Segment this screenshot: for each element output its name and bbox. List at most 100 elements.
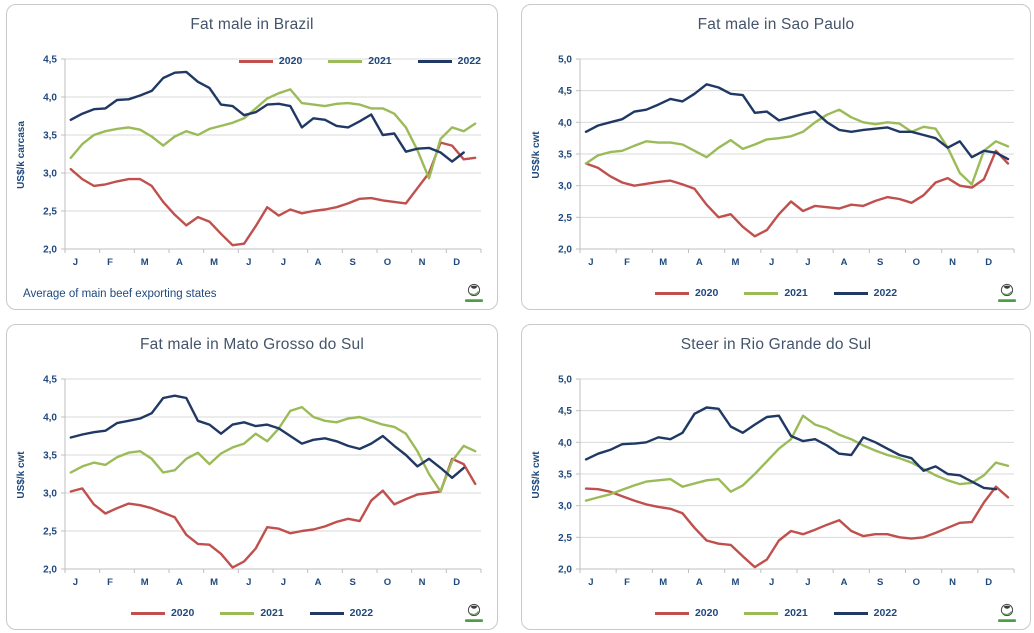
svg-text:F: F xyxy=(624,257,630,268)
legend-label: 2020 xyxy=(694,607,719,619)
chart-panel-rio-grande-do-sul: Steer in Rio Grande do Sul US$/k cwt 5,0… xyxy=(521,324,1031,630)
svg-text:A: A xyxy=(176,257,183,268)
legend-item-2021: 2021 xyxy=(744,287,808,299)
legend: 2020 2021 2022 xyxy=(522,287,1030,299)
chart-title: Fat male in Brazil xyxy=(190,16,314,33)
legend-swatch-2021 xyxy=(744,291,779,295)
svg-text:N: N xyxy=(419,257,426,268)
svg-text:J: J xyxy=(246,577,251,588)
chart-title: Fat male in Sao Paulo xyxy=(697,16,855,33)
chart-panel-mato-grosso-do-sul: Fat male in Mato Grosso do Sul US$/k cwt… xyxy=(6,324,498,630)
svg-text:J: J xyxy=(805,577,810,588)
legend-swatch-2022 xyxy=(833,291,868,295)
svg-text:O: O xyxy=(913,577,920,588)
svg-text:J: J xyxy=(805,257,810,268)
svg-text:N: N xyxy=(949,577,956,588)
svg-text:M: M xyxy=(659,577,667,588)
svg-text:F: F xyxy=(107,257,113,268)
plot-area: 5,0 4,5 4,0 3,5 3,0 2,5 2,0 J F M A M J J A S O N D xyxy=(558,375,1015,588)
svg-text:M: M xyxy=(210,257,218,268)
svg-text:3,5: 3,5 xyxy=(43,451,57,462)
legend-item-2022: 2022 xyxy=(833,607,897,619)
legend-item-2022: 2022 xyxy=(309,607,374,619)
legend-item-2020: 2020 xyxy=(130,607,194,619)
plot-area: 5,0 4,5 4,0 3,5 3,0 2,5 2,0 J F M A M J J A S O N D xyxy=(558,55,1015,268)
svg-text:A: A xyxy=(696,577,703,588)
plot-area: 4,5 4,0 3,5 3,0 2,5 2,0 J F M A M J J A S O N D xyxy=(43,55,482,268)
svg-text:3,0: 3,0 xyxy=(43,489,57,500)
legend-item-2022: 2022 xyxy=(833,287,897,299)
svg-text:A: A xyxy=(315,577,322,588)
svg-text:S: S xyxy=(877,257,883,268)
legend-item-2021: 2021 xyxy=(328,55,392,67)
legend-item-2020: 2020 xyxy=(654,287,718,299)
legend-label: 2021 xyxy=(260,607,284,619)
legend-swatch-2020 xyxy=(654,291,689,295)
svg-text:2,5: 2,5 xyxy=(558,213,572,224)
legend-item-2021: 2021 xyxy=(220,607,284,619)
svg-text:3,5: 3,5 xyxy=(558,150,572,161)
svg-text:A: A xyxy=(315,257,322,268)
svg-text:D: D xyxy=(453,257,460,268)
svg-text:D: D xyxy=(985,577,992,588)
svg-text:A: A xyxy=(176,577,183,588)
svg-text:M: M xyxy=(210,577,218,588)
legend-item-2022: 2022 xyxy=(417,55,481,67)
svg-text:2,0: 2,0 xyxy=(43,565,57,576)
svg-text:D: D xyxy=(453,577,460,588)
legend-swatch-2021 xyxy=(744,611,779,615)
legend-swatch-2022 xyxy=(417,59,452,63)
svg-text:O: O xyxy=(384,257,391,268)
svg-text:4,0: 4,0 xyxy=(43,413,57,424)
svg-text:J: J xyxy=(73,257,78,268)
globe-logo-icon xyxy=(998,283,1016,302)
svg-text:2,0: 2,0 xyxy=(558,565,572,576)
legend: 2020 2021 2022 xyxy=(238,55,481,67)
legend-label: 2022 xyxy=(457,55,481,67)
legend: 2020 2021 2022 xyxy=(522,607,1030,619)
legend-swatch-2021 xyxy=(220,611,255,615)
svg-text:3,0: 3,0 xyxy=(43,169,57,180)
svg-text:N: N xyxy=(949,257,956,268)
svg-text:M: M xyxy=(732,257,740,268)
legend-item-2020: 2020 xyxy=(654,607,719,619)
chart-footnote: Average of main beef exporting states xyxy=(23,288,217,300)
svg-text:J: J xyxy=(73,577,78,588)
svg-text:3,0: 3,0 xyxy=(558,501,572,512)
svg-text:4,5: 4,5 xyxy=(43,55,57,66)
legend: 2020 2021 2022 xyxy=(7,607,497,619)
chart-title: Steer in Rio Grande do Sul xyxy=(680,336,872,353)
svg-text:2,0: 2,0 xyxy=(43,245,57,256)
svg-text:4,5: 4,5 xyxy=(558,86,572,97)
svg-text:A: A xyxy=(696,257,703,268)
svg-text:4,0: 4,0 xyxy=(558,438,572,449)
svg-text:O: O xyxy=(913,257,920,268)
svg-text:5,0: 5,0 xyxy=(558,55,572,66)
svg-text:M: M xyxy=(141,257,149,268)
svg-text:4,0: 4,0 xyxy=(558,118,572,129)
svg-text:S: S xyxy=(877,577,883,588)
svg-text:J: J xyxy=(769,257,774,268)
svg-text:A: A xyxy=(841,577,848,588)
svg-text:S: S xyxy=(350,257,356,268)
svg-text:N: N xyxy=(419,577,426,588)
svg-text:2,0: 2,0 xyxy=(558,245,572,256)
globe-logo-icon xyxy=(465,283,483,302)
svg-text:4,0: 4,0 xyxy=(43,93,57,104)
legend-swatch-2020 xyxy=(130,611,165,615)
svg-text:2,5: 2,5 xyxy=(43,207,57,218)
svg-text:A: A xyxy=(841,257,848,268)
svg-text:J: J xyxy=(588,577,593,588)
svg-text:3,5: 3,5 xyxy=(558,470,572,481)
legend-swatch-2021 xyxy=(328,59,363,63)
legend-label: 2022 xyxy=(349,607,374,619)
svg-text:M: M xyxy=(732,577,740,588)
svg-text:J: J xyxy=(246,257,251,268)
svg-text:F: F xyxy=(107,577,113,588)
legend-swatch-2022 xyxy=(833,611,868,615)
chart-title: Fat male in Mato Grosso do Sul xyxy=(140,336,364,353)
svg-text:S: S xyxy=(350,577,356,588)
svg-text:O: O xyxy=(384,577,391,588)
svg-text:5,0: 5,0 xyxy=(558,375,572,386)
svg-text:J: J xyxy=(281,257,286,268)
